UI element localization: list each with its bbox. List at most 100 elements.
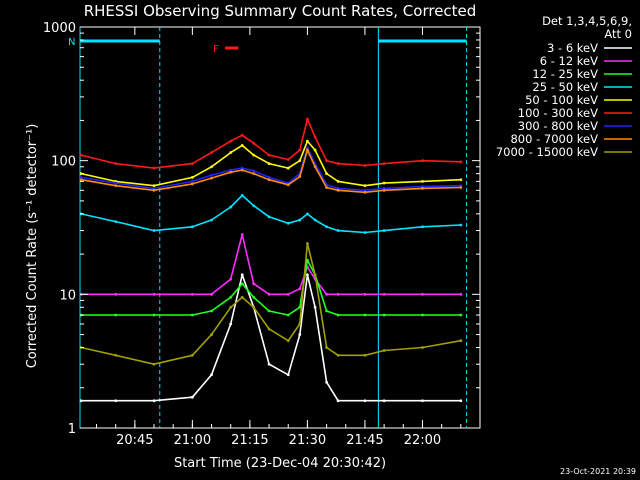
data-point — [325, 225, 328, 229]
data-point — [210, 309, 213, 313]
y-axis-ticks: 1 10 100 1000 — [43, 21, 480, 437]
data-point — [298, 159, 302, 163]
data-point — [421, 187, 424, 190]
data-point — [229, 168, 233, 172]
x-tick-label: 21:45 — [346, 433, 383, 448]
legend-entry-label: 6 - 12 keV — [540, 54, 598, 68]
data-point — [210, 333, 213, 336]
data-point — [252, 204, 256, 208]
data-point — [152, 166, 156, 170]
data-point — [190, 313, 194, 317]
data-point — [210, 292, 213, 296]
data-point — [421, 313, 424, 317]
data-point — [267, 175, 271, 179]
data-point — [210, 151, 213, 154]
timestamp: 23-Oct-2021 20:39 — [560, 467, 636, 476]
data-point — [252, 295, 256, 299]
data-point — [298, 287, 302, 291]
legend-entry-label: 300 - 800 keV — [518, 119, 598, 133]
data-point — [459, 178, 463, 182]
data-point — [363, 353, 367, 357]
data-point — [152, 399, 156, 403]
data-point — [382, 229, 386, 232]
data-point — [313, 135, 317, 139]
x-axis-ticks: 20:45 21:00 21:15 21:30 21:45 22:00 — [95, 27, 462, 448]
data-point — [306, 212, 309, 216]
data-point — [190, 395, 194, 399]
data-point — [336, 399, 340, 403]
data-point — [190, 175, 194, 179]
data-point — [229, 295, 233, 299]
data-point — [79, 399, 83, 403]
data-point — [152, 229, 156, 232]
data-point — [286, 221, 290, 225]
data-point — [229, 277, 233, 281]
data-point — [306, 242, 309, 245]
data-point — [240, 144, 244, 147]
data-point — [267, 292, 271, 296]
data-point — [240, 168, 244, 172]
data-point — [267, 309, 271, 313]
data-point — [421, 225, 424, 229]
data-point — [298, 333, 302, 336]
data-point — [286, 183, 290, 187]
data-point — [286, 158, 290, 161]
data-point — [210, 218, 213, 222]
data-point — [252, 153, 256, 157]
data-point — [114, 162, 118, 166]
data-point — [325, 346, 328, 349]
data-point — [114, 220, 118, 224]
data-point — [286, 339, 290, 343]
data-point — [382, 162, 386, 166]
data-point — [336, 353, 340, 357]
x-tick-label: 21:15 — [231, 433, 268, 448]
data-point — [363, 313, 367, 317]
data-point — [459, 313, 463, 317]
data-point — [459, 186, 463, 189]
data-point — [325, 159, 328, 163]
data-point — [363, 190, 367, 194]
data-point — [190, 182, 194, 186]
flag-label-f: F — [213, 44, 219, 55]
data-point — [252, 172, 256, 176]
data-point — [152, 362, 156, 366]
data-point — [298, 218, 302, 222]
data-point — [382, 181, 386, 185]
data-point — [79, 178, 83, 182]
data-point — [306, 258, 309, 262]
data-point — [267, 153, 271, 157]
data-point — [267, 327, 271, 331]
flag-bars: NF — [68, 37, 467, 55]
data-point — [363, 188, 367, 192]
data-point — [252, 282, 256, 286]
data-point — [240, 166, 244, 170]
data-point — [298, 148, 302, 152]
data-point — [229, 305, 233, 309]
x-tick-label: 21:00 — [174, 433, 211, 448]
data-point — [229, 151, 233, 154]
data-point — [306, 148, 309, 152]
data-point — [252, 305, 256, 309]
data-point — [336, 179, 340, 183]
data-point — [325, 172, 328, 176]
data-point — [382, 399, 386, 403]
data-point — [152, 313, 156, 317]
data-point — [210, 173, 213, 177]
data-point — [382, 313, 386, 317]
data-point — [267, 178, 271, 182]
y-tick-label: 1000 — [43, 21, 76, 36]
legend-entry-label: 7000 - 15000 keV — [496, 145, 598, 159]
data-point — [240, 282, 244, 286]
data-point — [363, 184, 367, 188]
data-point — [152, 184, 156, 188]
series-group — [79, 117, 463, 403]
data-point — [286, 313, 290, 317]
data-point — [210, 165, 213, 169]
data-point — [190, 292, 194, 296]
data-point — [336, 162, 340, 166]
data-point — [363, 231, 367, 234]
legend-entry-label: 12 - 25 keV — [532, 67, 598, 81]
data-point — [421, 179, 424, 183]
data-point — [336, 313, 340, 317]
